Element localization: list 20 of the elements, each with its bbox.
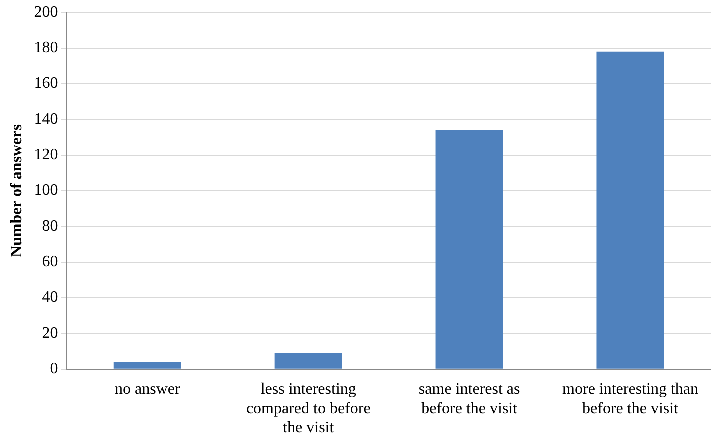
y-tick-label: 100: [34, 182, 58, 200]
x-tick-label: no answer: [115, 381, 182, 398]
y-tick-label: 20: [42, 324, 58, 342]
bar: [596, 52, 664, 369]
x-tick-label: same interest as before the visit: [418, 381, 520, 418]
y-tick-label: 60: [42, 254, 58, 271]
y-tick-label: 140: [34, 110, 58, 128]
y-tick-label: 40: [42, 289, 58, 306]
y-tick-label: 200: [34, 4, 58, 21]
y-tick-label: 80: [42, 218, 58, 235]
x-tick-label: more interesting than before the visit: [562, 381, 699, 418]
y-tick-label: 120: [34, 146, 58, 164]
y-tick-label: 0: [50, 360, 58, 378]
bar: [436, 130, 504, 369]
y-axis-title: Number of answers: [8, 124, 26, 258]
bar: [274, 353, 342, 369]
y-tick-label: 180: [34, 39, 58, 56]
y-tick-label: 160: [34, 75, 58, 92]
x-tick-label: less interesting compared to before the visit: [246, 381, 371, 437]
bar: [114, 362, 182, 369]
